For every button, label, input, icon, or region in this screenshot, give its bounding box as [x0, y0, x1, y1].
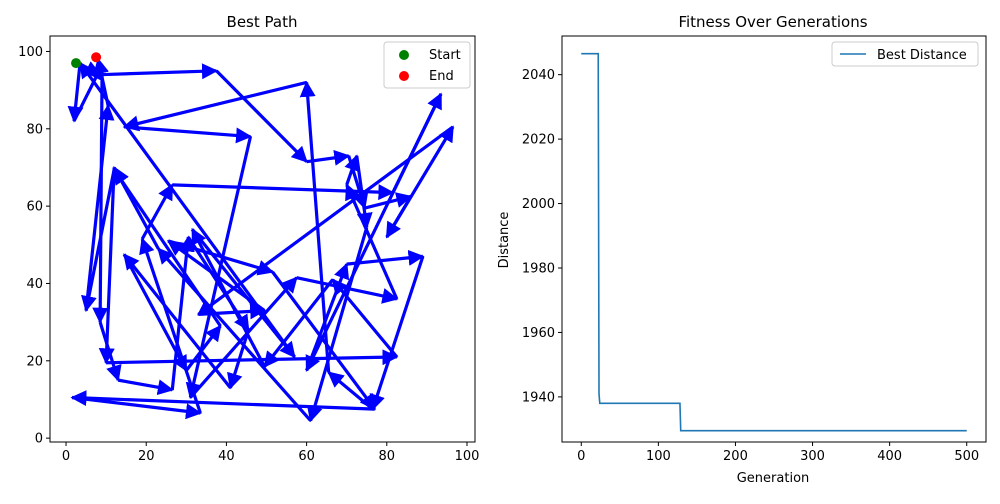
path-segment [124, 125, 253, 144]
path-segment [185, 324, 222, 372]
start-marker [71, 58, 82, 69]
series-line-best-distance [581, 52, 967, 432]
legend: Start End [383, 41, 471, 89]
y-tick-label: 60 [26, 200, 43, 215]
best-path-chart: Best Path 0 20 40 60 80 100 0 20 40 60 80 100 Star… [18, 13, 479, 464]
path-segment [306, 226, 369, 423]
path-segment [345, 183, 399, 300]
path-segment [271, 270, 377, 411]
path-segment [215, 69, 308, 163]
path-segment [227, 329, 250, 390]
series-lines [581, 52, 967, 432]
x-axis: 0 100 200 300 400 500 [577, 442, 979, 464]
path-segment [189, 276, 298, 399]
path-segment [355, 155, 373, 229]
endpoint-markers [71, 52, 102, 69]
y-tick-label: 100 [18, 45, 43, 60]
legend: Best Distance [831, 41, 979, 67]
x-tick-label: 60 [298, 449, 315, 464]
y-tick-label: 2000 [522, 197, 555, 212]
path-segment [67, 62, 84, 123]
x-axis-label: Generation [737, 471, 810, 486]
path-segment [385, 125, 455, 238]
y-tick-label: 80 [26, 122, 43, 137]
y-tick-label: 1980 [522, 262, 555, 277]
path-segment [78, 61, 296, 358]
path-segment [106, 349, 399, 366]
x-tick-label: 100 [646, 449, 671, 464]
chart-title: Best Path [227, 13, 298, 31]
path-segment [122, 253, 232, 389]
legend-label-best-distance: Best Distance [877, 48, 967, 63]
path-segment [305, 93, 443, 372]
x-tick-label: 80 [379, 449, 396, 464]
legend-label-end: End [429, 69, 454, 84]
x-tick-label: 200 [723, 449, 748, 464]
y-tick-label: 1960 [522, 326, 555, 341]
y-tick-label: 40 [26, 277, 43, 292]
path-segment [299, 80, 331, 373]
path-segment [112, 168, 222, 327]
x-tick-label: 100 [455, 449, 480, 464]
x-tick-label: 20 [138, 449, 155, 464]
legend-box [831, 41, 979, 67]
path-segment [122, 253, 188, 372]
path-segment [70, 390, 375, 411]
path-segment [122, 80, 307, 132]
path-segment [92, 64, 109, 324]
path-segment [81, 169, 116, 313]
y-axis-label: Distance [497, 212, 512, 269]
legend-label-start: Start [429, 48, 461, 63]
path-segment [93, 57, 110, 106]
path-segment [369, 255, 425, 411]
plot-area [50, 36, 475, 442]
x-tick-label: 500 [954, 449, 979, 464]
x-tick-label: 300 [800, 449, 825, 464]
path-segment [263, 278, 334, 368]
y-axis: 1940 1960 1980 2000 2020 2040 [522, 68, 562, 405]
x-tick-label: 40 [218, 449, 235, 464]
path-segment [117, 378, 174, 396]
y-tick-label: 0 [35, 432, 43, 447]
path-segment [98, 167, 116, 365]
y-tick-label: 2040 [522, 68, 555, 83]
y-tick-label: 2020 [522, 133, 555, 148]
end-marker [91, 52, 102, 63]
path-segments [67, 57, 455, 423]
y-tick-label: 20 [26, 354, 43, 369]
x-tick-label: 400 [877, 449, 902, 464]
path-segment [98, 321, 122, 382]
x-tick-label: 0 [577, 449, 585, 464]
path-segment [71, 395, 202, 420]
path-segment [100, 63, 218, 80]
chart-title: Fitness Over Generations [678, 13, 867, 31]
y-axis: 0 20 40 60 80 100 [18, 45, 50, 447]
axes-frame [561, 35, 987, 443]
fitness-chart: Fitness Over Generations 0 100 200 300 400 50… [497, 13, 987, 486]
x-tick-label: 0 [62, 449, 70, 464]
legend-start-marker [399, 50, 409, 60]
path-segment [186, 236, 250, 332]
plot-area [562, 36, 986, 442]
path-segment [327, 371, 374, 411]
path-segment [344, 154, 360, 186]
path-segment [331, 278, 399, 358]
legend-end-marker [399, 71, 409, 81]
path-segment [84, 104, 115, 311]
path-segment [346, 249, 425, 266]
x-axis: 0 20 40 60 80 100 [62, 442, 479, 464]
y-tick-label: 1940 [522, 390, 555, 405]
axes-frame [49, 35, 476, 443]
